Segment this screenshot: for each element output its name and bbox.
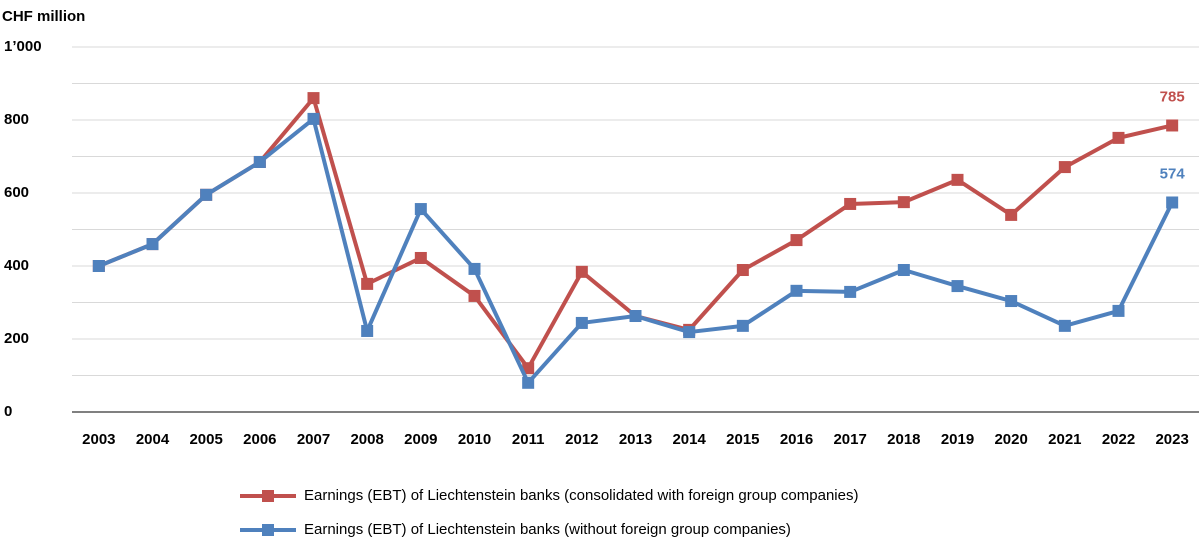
marker <box>1058 161 1071 174</box>
marker <box>575 265 588 278</box>
x-tick-label: 2020 <box>994 431 1027 448</box>
marker <box>146 238 159 251</box>
marker <box>361 324 374 337</box>
y-axis-label: CHF million <box>2 8 85 25</box>
x-tick-label: 2009 <box>404 431 437 448</box>
x-tick-label: 2006 <box>243 431 276 448</box>
marker <box>790 234 803 247</box>
marker <box>790 284 803 297</box>
marker <box>951 173 964 186</box>
x-tick-label: 2003 <box>82 431 115 448</box>
x-tick-label: 2007 <box>297 431 330 448</box>
x-tick-label: 2023 <box>1155 431 1188 448</box>
data-label: 785 <box>1160 88 1185 105</box>
legend-swatch-marker <box>262 524 274 536</box>
y-tick-label: 1’000 <box>4 38 42 55</box>
marker <box>629 310 642 323</box>
marker <box>468 262 481 275</box>
marker <box>92 260 105 272</box>
marker <box>1005 295 1018 308</box>
marker <box>951 280 964 293</box>
y-tick-label: 600 <box>4 184 29 201</box>
y-tick-label: 400 <box>4 257 29 274</box>
marker <box>1166 196 1179 209</box>
marker <box>200 188 213 201</box>
legend-swatch-marker <box>262 490 274 502</box>
marker <box>1005 208 1018 221</box>
marker <box>736 264 749 277</box>
marker <box>1058 319 1071 332</box>
marker <box>844 285 857 298</box>
marker <box>1112 131 1125 144</box>
marker <box>736 319 749 332</box>
marker <box>1166 119 1179 132</box>
x-tick-label: 2014 <box>672 431 706 448</box>
marker <box>522 376 535 389</box>
marker <box>844 197 857 210</box>
x-tick-label: 2018 <box>887 431 920 448</box>
y-tick-label: 200 <box>4 330 29 347</box>
x-tick-label: 2021 <box>1048 431 1081 448</box>
marker <box>897 264 910 277</box>
marker <box>307 92 320 105</box>
marker <box>897 196 910 209</box>
marker <box>361 277 374 290</box>
marker <box>1112 304 1125 317</box>
x-tick-label: 2004 <box>136 431 170 448</box>
marker <box>522 362 535 375</box>
x-tick-label: 2022 <box>1102 431 1135 448</box>
marker <box>253 155 266 168</box>
legend-label: Earnings (EBT) of Liechtenstein banks (c… <box>304 487 858 504</box>
marker <box>307 112 320 125</box>
series-line <box>98 96 1173 371</box>
x-tick-label: 2017 <box>833 431 866 448</box>
marker <box>575 316 588 329</box>
x-tick-label: 2010 <box>458 431 491 448</box>
marker <box>468 289 481 302</box>
x-tick-label: 2015 <box>726 431 759 448</box>
x-tick-label: 2019 <box>941 431 974 448</box>
y-tick-label: 800 <box>4 111 29 128</box>
x-tick-label: 2005 <box>189 431 222 448</box>
marker <box>683 326 696 339</box>
legend-label: Earnings (EBT) of Liechtenstein banks (w… <box>304 521 791 538</box>
marker <box>414 203 427 216</box>
x-tick-label: 2008 <box>350 431 383 448</box>
y-tick-label: 0 <box>4 403 12 420</box>
x-tick-label: 2013 <box>619 431 652 448</box>
x-tick-label: 2012 <box>565 431 598 448</box>
marker <box>414 251 427 264</box>
x-tick-label: 2016 <box>780 431 813 448</box>
data-label: 574 <box>1160 165 1186 182</box>
x-tick-label: 2011 <box>512 431 545 448</box>
